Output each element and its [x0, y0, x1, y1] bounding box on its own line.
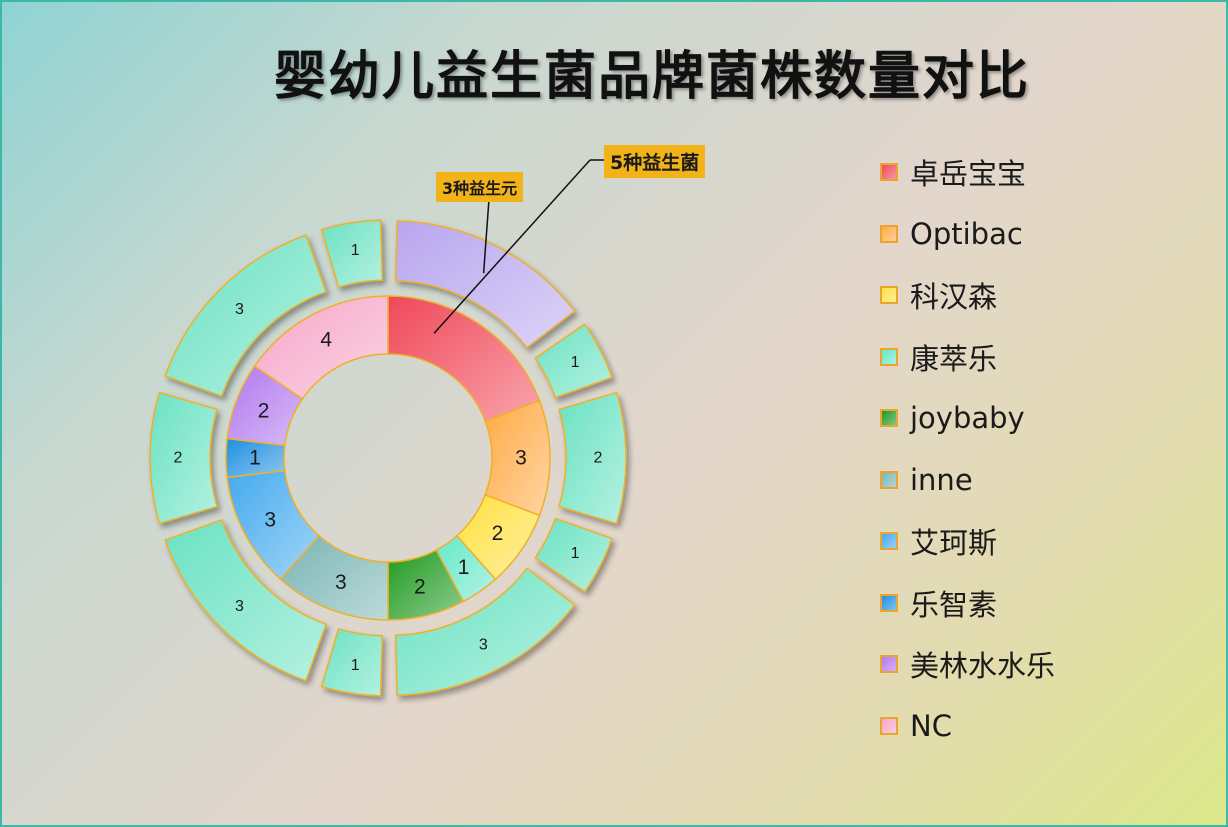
outer-slice-label: 1: [571, 354, 580, 371]
leader-line-probiotics: [433, 159, 591, 334]
inner-slice-label: 4: [320, 329, 332, 352]
legend-swatch: [880, 409, 898, 427]
legend-label: 艾珂斯: [910, 526, 998, 560]
legend-swatch: [880, 347, 898, 366]
legend-item: 乐智素: [880, 583, 997, 623]
legend-label: 康萃乐: [910, 341, 998, 376]
outer-slice-label: 1: [571, 545, 580, 562]
outer-slice-label: 3: [235, 301, 244, 318]
outer-slice: [320, 219, 384, 288]
legend-item: NC: [880, 706, 952, 746]
callout-prebiotics: 3种益生元: [436, 172, 524, 202]
inner-slice-label: 3: [515, 447, 527, 470]
inner-slice-label: 1: [458, 556, 470, 579]
legend-swatch: [880, 286, 898, 304]
inner-slice-label: 2: [258, 399, 270, 422]
legend-item: 艾珂斯: [880, 521, 997, 561]
leader-lines: [433, 159, 604, 334]
legend-swatch: [880, 655, 898, 673]
callout-probiotics: 5种益生菌: [604, 145, 706, 178]
legend-item: Optibac: [880, 214, 1023, 254]
outer-slice-label: 2: [174, 450, 183, 467]
outer-slice-label: 3: [235, 598, 244, 615]
outer-slice-label: 1: [351, 242, 360, 259]
outer-slice: [394, 219, 576, 349]
legend-item: joybaby: [880, 398, 1025, 438]
inner-slice-label: 2: [492, 522, 504, 545]
legend-item: inne: [880, 460, 973, 500]
legend-label: 卓岳宝宝: [910, 157, 1027, 191]
outer-slice: [534, 323, 613, 399]
legend-swatch: [880, 716, 898, 735]
outer-slice: [558, 391, 627, 525]
outer-slice: [320, 628, 384, 697]
legend-label: inne: [910, 462, 973, 497]
legend-label: 美林水水乐: [910, 649, 1056, 683]
legend-item: 科汉森: [880, 275, 997, 315]
outer-slice: [149, 391, 218, 525]
outer-slice: [534, 517, 613, 593]
legend-item: 康萃乐: [880, 337, 997, 377]
outer-slice: [164, 518, 328, 682]
outer-slice-label: 2: [594, 450, 603, 467]
legend-label: 乐智素: [910, 587, 998, 622]
inner-slice-label: 3: [264, 508, 276, 531]
legend-label: Optibac: [910, 216, 1023, 251]
inner-slice-label: 2: [414, 576, 426, 599]
inner-slice-label: 3: [335, 571, 347, 594]
legend-swatch: [880, 470, 898, 489]
legend-item: 卓岳宝宝: [880, 152, 1026, 192]
inner-slice: [253, 295, 389, 400]
inner-slice-label: 1: [249, 447, 261, 470]
outer-slice: [164, 234, 328, 398]
legend-label: 科汉森: [910, 280, 998, 314]
legend-swatch: [880, 163, 898, 181]
legend-label: joybaby: [910, 401, 1025, 435]
legend-swatch: [880, 224, 898, 243]
leader-line-prebiotics: [482, 198, 490, 274]
outer-slice-label: 1: [351, 657, 360, 674]
outer-slice-label: 3: [479, 637, 488, 654]
legend-item: 美林水水乐: [880, 644, 1055, 684]
legend-label: NC: [910, 708, 952, 743]
outer-slice: [394, 567, 576, 697]
legend-swatch: [880, 532, 898, 550]
chart-title: 婴幼儿益生菌品牌菌株数量对比: [273, 47, 1030, 107]
legend-swatch: [880, 593, 898, 612]
